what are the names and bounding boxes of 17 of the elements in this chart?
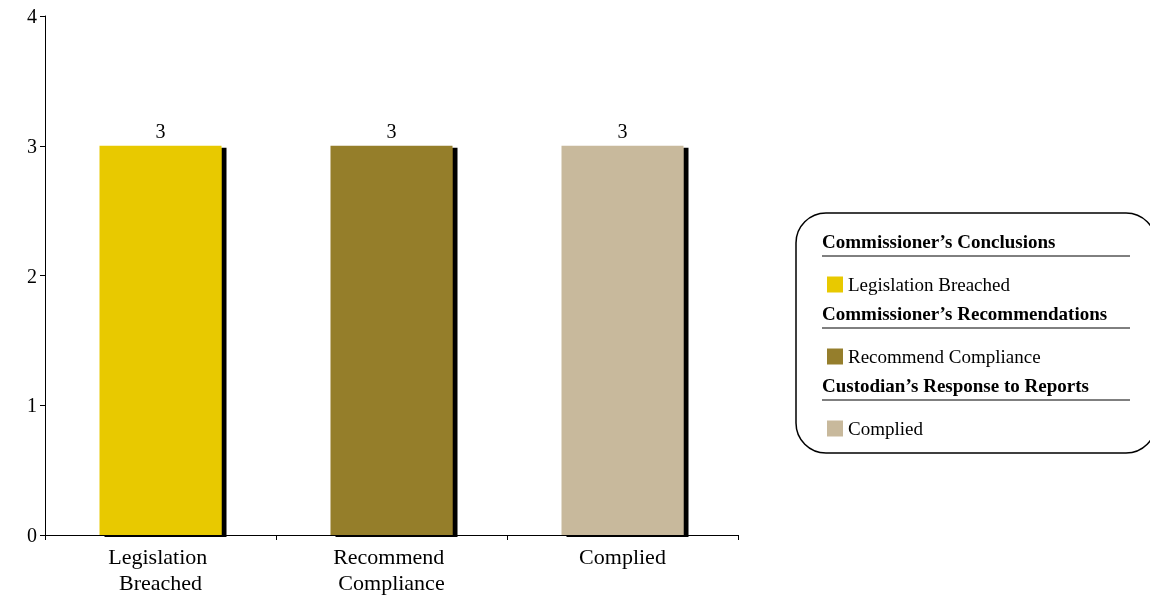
y-tick-label: 0 bbox=[27, 524, 37, 546]
text: Commissioner’s Conclusions bbox=[822, 231, 1056, 252]
data-label: 3 bbox=[155, 119, 166, 142]
y-tick-label: 4 bbox=[27, 5, 37, 27]
legend-label: Legislation Breached bbox=[848, 274, 1011, 295]
legend-label: Recommend Compliance bbox=[848, 346, 1041, 367]
text: Custodian’s Response to Reports bbox=[822, 375, 1089, 396]
x-tick-label: Legislation Breached bbox=[108, 543, 213, 595]
data-label: 3 bbox=[386, 119, 397, 142]
y-tick-label: 3 bbox=[27, 134, 37, 157]
x-tick-label: Recommend Compliance bbox=[333, 543, 450, 595]
data-label: 3 bbox=[617, 119, 628, 142]
text: Commissioner’s Recommendations bbox=[822, 303, 1108, 324]
y-tick-label: 1 bbox=[27, 394, 37, 417]
x-tick-label: Complied bbox=[579, 543, 666, 569]
y-tick-label: 2 bbox=[27, 264, 37, 287]
legend-label: Complied bbox=[848, 418, 924, 439]
